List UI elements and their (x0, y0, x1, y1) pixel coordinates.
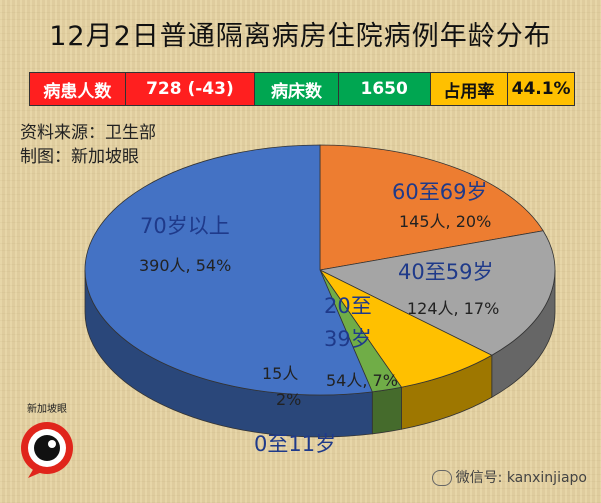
slice-label-0-11: 0至11岁 (254, 432, 337, 456)
slice-top (319, 269, 493, 388)
occupancy-label: 占用率 (430, 73, 509, 105)
slice-label-40-59: 40至59岁 (398, 260, 494, 284)
stats-bar: 病患人数 728 (-43) 病床数 1650 占用率 44.1% (29, 72, 575, 106)
slice-label-20-39: 20至39岁 (324, 294, 372, 351)
logo-text: 新加坡眼 (27, 402, 67, 415)
slice-value-70plus: 390人, 54% (139, 256, 232, 275)
slice-top (319, 144, 544, 271)
slice-value-40-59: 124人, 17% (407, 299, 500, 318)
beds-value: 1650 (338, 73, 431, 105)
patients-label: 病患人数 (30, 73, 126, 105)
slice-value-20-39: 54人, 7% (326, 371, 398, 390)
slice-pct-0-11: 2% (276, 390, 302, 409)
wechat-icon (431, 470, 452, 486)
slice-label-60-69: 60至69岁 (392, 180, 488, 204)
brand-logo: 新加坡眼 (21, 402, 73, 478)
slice-top (84, 144, 373, 396)
chart-title: 12月2日普通隔离病房住院病例年龄分布 (49, 21, 552, 52)
slice-value-60-69: 145人, 20% (399, 212, 492, 231)
beds-label: 病床数 (255, 73, 339, 105)
pie-sides (84, 269, 556, 438)
credit-line: 制图：新加坡眼 (20, 147, 139, 167)
patients-value: 728 (-43) (125, 73, 256, 105)
slice-side (371, 386, 402, 435)
occupancy-value: 44.1% (508, 73, 574, 105)
source-line: 资料来源：卫生部 (20, 123, 156, 143)
pie-tops (84, 144, 556, 396)
slice-label-70plus: 70岁以上 (140, 214, 230, 238)
slice-top (318, 230, 556, 356)
wechat-watermark: 微信号: kanxinjiapo (431, 467, 587, 487)
slice-count-0-11: 15人 (262, 364, 299, 383)
